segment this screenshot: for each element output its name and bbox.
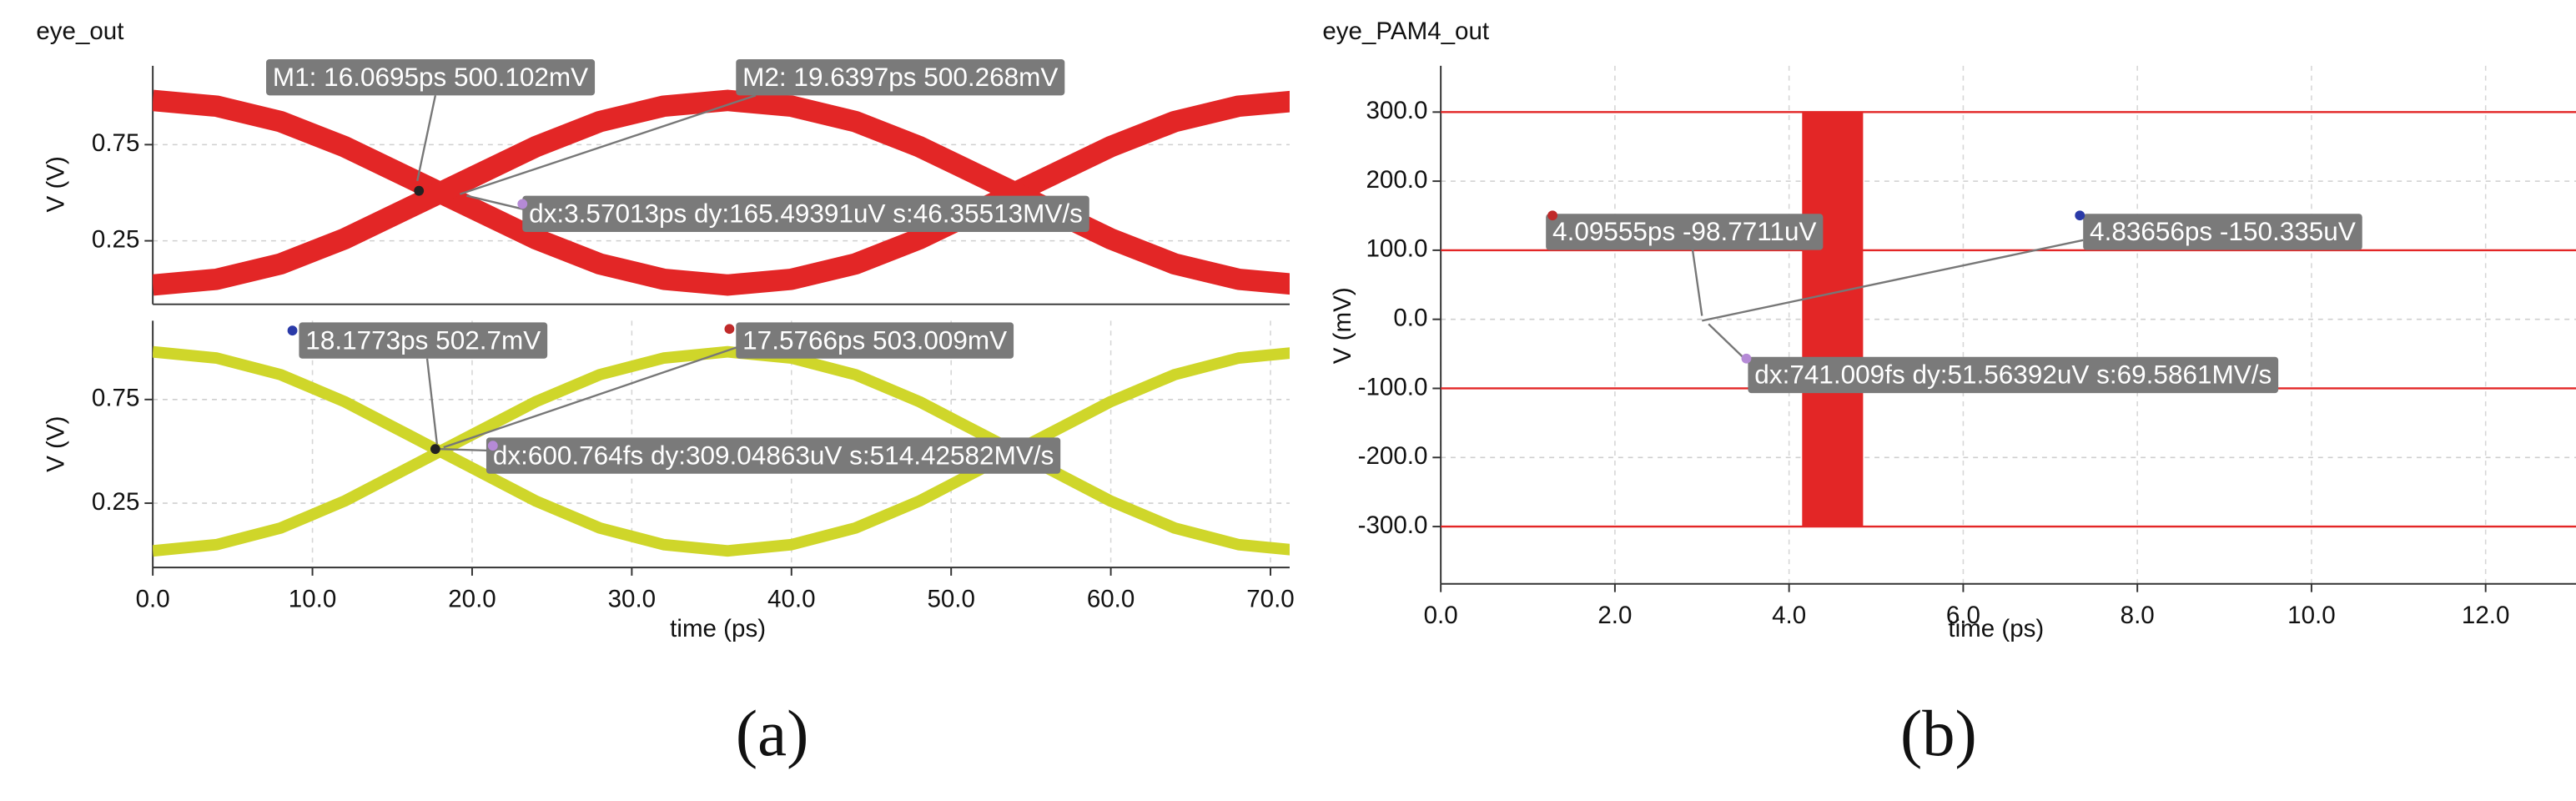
marker-label-box <box>2083 214 2362 250</box>
marker-leader <box>416 95 437 182</box>
marker-dot <box>430 444 440 455</box>
eye-trace <box>153 89 1290 296</box>
marker-label: dx:3.57013ps dy:165.49391uV s:46.35513MV… <box>529 199 1083 229</box>
marker-leader <box>1691 246 1703 316</box>
marker-label: 4.09555ps -98.7711uV <box>1552 216 1816 246</box>
marker-label-box <box>736 322 1014 359</box>
marker-label: M2: 19.6397ps 500.268mV <box>742 62 1058 92</box>
marker-leader <box>1702 239 2084 322</box>
marker-dot <box>287 325 298 336</box>
eye-trace <box>153 345 1290 557</box>
marker-label-box <box>299 322 548 359</box>
plot-area <box>153 89 1290 296</box>
eye-trace <box>153 345 1290 557</box>
chart-title: eye_PAM4_out <box>1322 18 1489 45</box>
marker-dot <box>724 324 735 335</box>
x-tick-label: 0.0 <box>1424 602 1458 629</box>
marker-label: M1: 16.0695ps 500.102mV <box>273 62 588 92</box>
y-tick-label: 0.0 <box>1393 305 1427 332</box>
marker-dot <box>517 199 528 209</box>
y-tick-label: -300.0 <box>1358 511 1428 539</box>
marker-dot <box>1741 353 1752 364</box>
x-tick-label: 10.0 <box>289 585 336 612</box>
y-tick-label: -100.0 <box>1358 373 1428 400</box>
x-tick-label: 4.0 <box>1772 602 1806 629</box>
marker-label: 18.1773ps 502.7mV <box>305 325 541 355</box>
marker-label: 17.5766ps 503.009mV <box>742 325 1007 355</box>
y-axis-label: V (mV) <box>1329 287 1356 364</box>
x-tick-label: 10.0 <box>2287 602 2335 629</box>
x-tick-label: 12.0 <box>2462 602 2509 629</box>
y-tick-label: -200.0 <box>1358 442 1428 470</box>
marker-label-box <box>266 58 596 96</box>
y-tick-label: 0.25 <box>92 488 139 516</box>
plot-area <box>153 345 1290 557</box>
x-tick-label: 0.0 <box>136 585 170 612</box>
x-tick-label: 50.0 <box>927 585 974 612</box>
marker-leader <box>460 94 757 195</box>
marker-dot <box>2075 210 2085 221</box>
y-axis-label: V (V) <box>43 416 70 472</box>
x-tick-label: 6.0 <box>1946 602 1980 629</box>
marker-leader <box>440 447 493 452</box>
caption: (a) <box>736 698 808 770</box>
x-tick-label: 2.0 <box>1597 602 1632 629</box>
marker-label-box <box>736 58 1065 96</box>
marker-label: dx:600.764fs dy:309.04863uV s:514.42582M… <box>493 440 1054 470</box>
caption: (b) <box>1900 698 1977 770</box>
x-axis-label: time (ps) <box>670 615 766 642</box>
x-tick-label: 40.0 <box>767 585 815 612</box>
marker-label: dx:741.009fs dy:51.56392uV s:69.5861MV/s <box>1754 360 2272 390</box>
marker-label-box <box>486 437 1061 474</box>
marker-leader <box>443 344 743 449</box>
marker-label-box <box>522 195 1089 232</box>
eye-trace <box>153 89 1290 296</box>
x-tick-label: 20.0 <box>448 585 496 612</box>
marker-dot <box>414 185 425 196</box>
y-tick-label: 200.0 <box>1366 166 1427 194</box>
marker-leader <box>466 194 530 212</box>
marker-dot <box>487 441 498 451</box>
x-axis-label: time (ps) <box>1948 615 2044 642</box>
y-tick-label: 0.75 <box>92 129 139 157</box>
marker-label-box <box>1748 356 2279 394</box>
y-tick-label: 100.0 <box>1366 235 1427 263</box>
x-tick-label: 30.0 <box>608 585 656 612</box>
marker-label: 4.83656ps -150.335uV <box>2090 216 2356 246</box>
y-axis-label: V (V) <box>43 156 70 212</box>
chart-title: eye_out <box>36 18 123 45</box>
marker-leader <box>425 358 439 445</box>
x-tick-label: 8.0 <box>2121 602 2155 629</box>
y-tick-label: 0.75 <box>92 385 139 412</box>
x-tick-label: 70.0 <box>1246 585 1294 612</box>
marker-label-box <box>1546 214 1824 250</box>
y-tick-label: 0.25 <box>92 225 139 253</box>
x-tick-label: 60.0 <box>1087 585 1135 612</box>
y-tick-label: 300.0 <box>1366 97 1427 124</box>
marker-dot <box>1547 210 1557 221</box>
plot-area <box>1441 111 2576 528</box>
transition-band <box>1802 112 1864 527</box>
